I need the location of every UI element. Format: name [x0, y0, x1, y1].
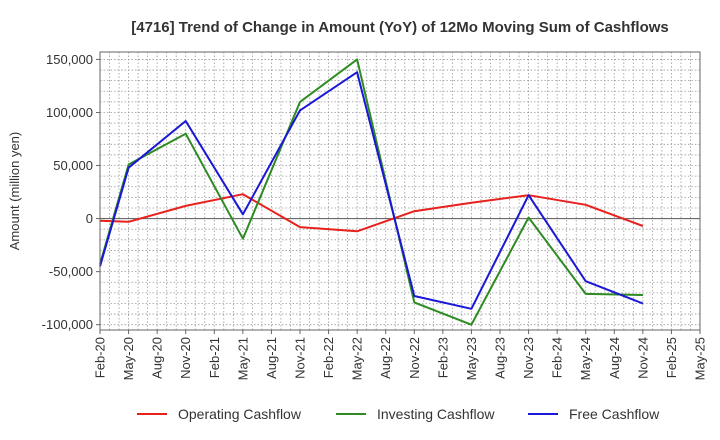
x-tick-label: Nov-21 — [293, 337, 308, 379]
y-tick-label: 100,000 — [46, 105, 93, 120]
series-line-investing-cashflow — [99, 58, 643, 326]
plot-frame — [99, 51, 701, 331]
x-tick-label: Nov-22 — [407, 337, 422, 379]
x-tick-label: Feb-23 — [435, 337, 450, 378]
x-tick-label: Nov-20 — [178, 337, 193, 379]
y-tick-label: 50,000 — [53, 158, 93, 173]
x-tick-label: Aug-23 — [493, 337, 508, 379]
legend-label: Investing Cashflow — [377, 406, 495, 422]
series-line-free-cashflow — [99, 71, 644, 310]
y-axis: 150,000 100,000 50,000 0 -50,000 -100,000 — [42, 52, 100, 332]
x-tick-label: May-23 — [464, 337, 479, 380]
legend-label: Free Cashflow — [569, 406, 660, 422]
legend: Operating Cashflow Investing Cashflow Free… — [137, 406, 660, 422]
x-tick-label: May-24 — [578, 337, 593, 380]
x-tick-label: Feb-22 — [321, 337, 336, 378]
x-tick-label: May-20 — [121, 337, 136, 380]
y-tick-label: -50,000 — [49, 264, 93, 279]
x-tick-label: Feb-25 — [664, 337, 679, 378]
x-tick-label: Feb-20 — [93, 337, 108, 378]
x-tick-label: Feb-21 — [207, 337, 222, 378]
grid — [100, 52, 700, 330]
x-tick-label: Feb-24 — [550, 337, 565, 378]
y-axis-label: Amount (million yen) — [7, 132, 22, 251]
series-lines — [99, 58, 644, 326]
x-tick-label: Aug-20 — [150, 337, 165, 379]
x-tick-label: May-22 — [350, 337, 365, 380]
y-tick-label: -100,000 — [42, 317, 93, 332]
y-tick-label: 150,000 — [46, 52, 93, 67]
x-tick-label: Nov-24 — [635, 337, 650, 379]
x-tick-label: Nov-23 — [521, 337, 536, 379]
x-tick-label: Aug-24 — [607, 337, 622, 379]
x-axis: Feb-20 May-20 Aug-20 Nov-20 Feb-21 May-21 Aug-… — [93, 330, 708, 380]
series-line-operating-cashflow — [99, 193, 644, 233]
y-tick-label: 0 — [86, 211, 93, 226]
x-tick-label: May-25 — [693, 337, 708, 380]
x-tick-label: Aug-22 — [378, 337, 393, 379]
x-tick-label: May-21 — [235, 337, 250, 380]
x-tick-label: Aug-21 — [264, 337, 279, 379]
legend-label: Operating Cashflow — [178, 406, 302, 422]
chart-title: [4716] Trend of Change in Amount (YoY) o… — [131, 19, 669, 36]
